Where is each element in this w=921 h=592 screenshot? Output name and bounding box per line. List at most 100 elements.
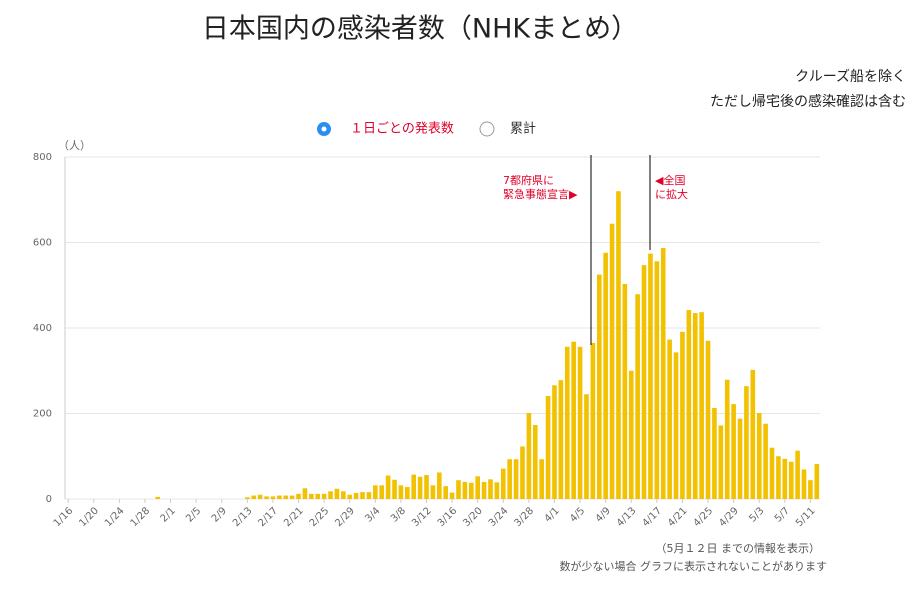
bar (673, 352, 679, 499)
bar (424, 475, 429, 499)
bar (712, 407, 717, 499)
bar (481, 481, 487, 499)
bar (353, 493, 359, 499)
bar (251, 495, 257, 499)
bar (564, 346, 570, 499)
bar (334, 488, 340, 499)
bar (667, 339, 672, 499)
x-tick-label: 2/9 (210, 505, 229, 524)
annotation: に拡大 (655, 187, 688, 201)
note: ただし帰宅後の感染確認は含む (710, 93, 906, 110)
bar (392, 479, 397, 499)
bar (449, 492, 455, 499)
bar (724, 379, 730, 499)
bar (788, 461, 794, 499)
bar (808, 480, 813, 499)
bar (616, 191, 621, 499)
x-tick-label: 2/25 (308, 505, 332, 529)
radio[interactable] (479, 121, 495, 137)
x-tick-label: 3/20 (461, 505, 485, 529)
x-tick-label: 4/29 (717, 505, 741, 529)
bar (398, 485, 404, 499)
bar (296, 493, 301, 499)
legend-label[interactable]: １日ごとの発表数 (350, 121, 454, 137)
bar (622, 283, 628, 499)
bar (577, 346, 583, 499)
chart-title: 日本国内の感染者数（NHKまとめ） (202, 14, 638, 45)
legend-label[interactable]: 累計 (510, 121, 536, 137)
bar (507, 459, 512, 499)
bar (680, 331, 685, 499)
bar (341, 491, 346, 499)
bar (571, 341, 576, 499)
bar (488, 479, 493, 499)
x-tick-label: 4/1 (543, 505, 562, 524)
bar (494, 482, 500, 499)
bar (763, 423, 768, 499)
y-tick-label: 800 (33, 152, 52, 163)
bar (635, 294, 640, 499)
x-tick-label: 4/9 (594, 505, 613, 524)
bar (309, 493, 314, 499)
bar (737, 418, 743, 499)
bar (526, 413, 532, 499)
x-tick-label: 2/13 (231, 505, 255, 529)
bar (328, 491, 333, 499)
bar (782, 458, 788, 499)
bar (283, 495, 289, 499)
bar (558, 380, 564, 499)
bar (347, 494, 353, 499)
bar (405, 487, 410, 499)
y-tick-label: 0 (46, 494, 52, 505)
annotation: 7都府県に (503, 173, 554, 187)
x-tick-label: 3/8 (389, 505, 408, 524)
x-tick-label: 2/21 (282, 505, 306, 529)
bar (545, 395, 551, 499)
x-tick-label: 2/5 (184, 505, 203, 524)
bar (264, 496, 269, 499)
x-tick-label: 1/20 (77, 505, 101, 529)
bar (660, 248, 666, 499)
bar (315, 493, 321, 499)
bar (603, 252, 608, 499)
x-tick-label: 3/12 (410, 505, 434, 529)
bar (437, 472, 442, 499)
bar (731, 404, 736, 499)
bar (776, 456, 781, 499)
bar (456, 480, 461, 499)
bar (648, 253, 653, 499)
x-tick-label: 1/28 (129, 505, 153, 529)
bar (744, 386, 749, 499)
annotation: ◀全国 (655, 173, 685, 187)
note: クルーズ船を除く (795, 69, 906, 85)
annotation: 緊急事態宣言▶ (503, 187, 578, 201)
bar (513, 459, 519, 499)
bar (756, 413, 762, 499)
bar (654, 261, 660, 499)
bar (270, 496, 276, 499)
bar (609, 223, 615, 499)
x-tick-label: 1/24 (103, 505, 127, 529)
bar (430, 485, 436, 499)
x-tick-label: 5/11 (794, 505, 818, 529)
x-tick-label: 4/17 (640, 505, 664, 529)
bar (257, 494, 263, 499)
footer: （5月１２日 までの情報を表示） (656, 541, 821, 555)
bar (385, 475, 391, 499)
y-tick-label: 400 (33, 323, 52, 334)
x-tick-label: 5/3 (747, 505, 766, 524)
bar (628, 370, 634, 499)
bar (277, 495, 282, 499)
bar (417, 476, 423, 499)
bar (366, 492, 372, 499)
bar (795, 450, 800, 499)
bar (289, 495, 295, 499)
bar (360, 492, 365, 499)
bar (584, 394, 589, 499)
x-tick-label: 4/5 (568, 505, 587, 524)
bar (705, 340, 711, 499)
bar (596, 274, 602, 499)
bar (699, 312, 704, 499)
bar (462, 481, 468, 499)
bar (468, 482, 474, 499)
